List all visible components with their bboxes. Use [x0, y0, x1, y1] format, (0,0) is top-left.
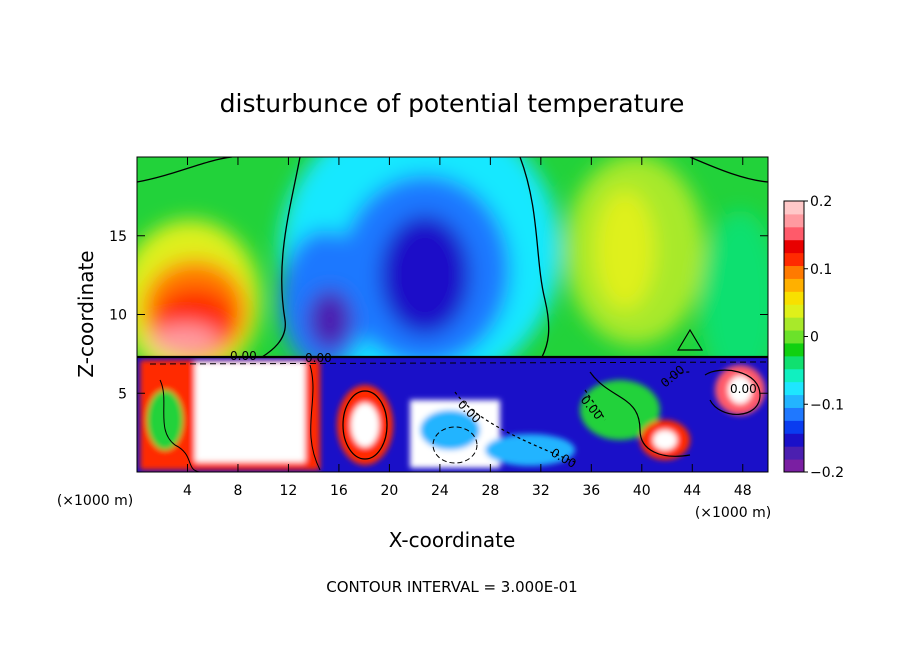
y-tick-label: 10: [109, 308, 127, 324]
x-axis-unit: (×1000 m): [57, 493, 133, 509]
contour-interval-note: CONTOUR INTERVAL = 3.000E-01: [326, 578, 577, 596]
x-tick-label: 8: [233, 483, 242, 499]
contour-label: 0.00: [305, 351, 332, 365]
x-tick-label: 36: [582, 483, 600, 499]
warm-region-left-peak: [150, 324, 220, 356]
x-tick-label: 48: [734, 483, 752, 499]
lower-white-left: [195, 362, 305, 462]
contour-label: 0.00: [230, 349, 257, 363]
colorbar-swatch: [784, 317, 804, 331]
contour-line-right-column: [519, 157, 550, 358]
lower-white-center: [351, 403, 379, 447]
contour-loop-center: [342, 390, 388, 460]
colorbar-swatch: [784, 368, 804, 383]
heatmap-field: 0.00 0.00 0.00 0.00 0.00 0.00 0.00: [137, 157, 768, 472]
lower-white-right: [653, 430, 677, 450]
x-tick-label: 4: [183, 483, 192, 499]
warm-region-right-core: [595, 190, 655, 310]
colorbar-swatch: [784, 278, 804, 292]
colorbar-swatch: [784, 407, 804, 421]
contour-lower-right: [589, 371, 691, 457]
x-tick-label: 32: [532, 483, 550, 499]
contour-small-loop: [676, 328, 704, 351]
neutral-region-right: [700, 210, 768, 390]
chart-title: disturbunce of potential temperature: [220, 89, 685, 118]
colorbar-swatch: [784, 381, 804, 396]
cool-region-left-core: [308, 290, 352, 350]
x-tick-label: 12: [280, 483, 298, 499]
colorbar-swatch: [784, 459, 804, 473]
colorbar-swatch: [784, 265, 804, 279]
contour-dotted-right: [584, 389, 606, 421]
contour-line-left-column: [261, 157, 301, 358]
colorbar-swatch: [784, 433, 804, 447]
lower-white-far-right: [728, 376, 752, 404]
colorbar-tick-label: 0.1: [810, 262, 832, 278]
contour-dotted-far-right: [664, 371, 691, 383]
x-tick-label: 44: [683, 483, 701, 499]
colorbar-ticks: 0.2 0.1 0 −0.1 −0.2: [804, 194, 844, 481]
colorbar-swatch: [784, 420, 804, 434]
colorbar-swatch: [784, 304, 804, 318]
contour-dotted-diagonal: [454, 391, 576, 463]
colorbar-frame: [783, 200, 805, 473]
y-axis-ticks: 5 10 15: [109, 229, 768, 402]
x-tick-label: 24: [431, 483, 449, 499]
y-tick-label: 5: [118, 386, 127, 402]
x-tick-label: 20: [380, 483, 398, 499]
colorbar-swatch: [784, 342, 804, 357]
x-axis-label: X-coordinate: [389, 528, 516, 552]
contour-lower-left: [159, 379, 201, 472]
colorbar-swatch: [784, 330, 804, 344]
colorbar-swatch: [784, 291, 804, 305]
y-tick-label: 15: [109, 229, 127, 245]
lower-cool-band: [485, 434, 575, 466]
contour-lower-far-right: [704, 369, 761, 415]
colorbar-swatch: [784, 226, 804, 241]
contour-loop-mid: [432, 426, 478, 464]
colorbar-tick-label: −0.2: [810, 465, 844, 481]
colorbar-swatch: [784, 239, 804, 254]
contour-line-right: [689, 157, 768, 183]
x-axis-unit-right: (×1000 m): [695, 505, 771, 521]
x-axis-ticks: 4 8 12 16 20 24 28 32 36 40 44 48: [183, 157, 752, 499]
colorbar-swatch: [784, 446, 804, 460]
x-tick-label: 28: [481, 483, 499, 499]
x-tick-label: 40: [633, 483, 651, 499]
cool-region-deep: [380, 215, 470, 335]
colorbar: [784, 201, 804, 473]
colorbar-swatch: [784, 355, 804, 370]
y-axis-label: Z-coordinate: [74, 250, 98, 377]
colorbar-swatch: [784, 201, 804, 215]
contour-interface-dashed: [149, 361, 768, 365]
colorbar-swatch: [784, 252, 804, 267]
x-tick-label: 16: [330, 483, 348, 499]
contour-label: 0.00: [730, 382, 757, 396]
colorbar-tick-label: −0.1: [810, 397, 844, 413]
contour-line-left: [137, 157, 233, 183]
lower-cool-mid: [420, 410, 480, 450]
colorbar-tick-label: 0: [810, 330, 819, 346]
contour-lower-mid: [309, 364, 321, 471]
colorbar-swatch: [784, 213, 804, 228]
lower-cool-left: [147, 390, 183, 450]
colorbar-swatch: [784, 394, 804, 408]
colorbar-tick-label: 0.2: [810, 194, 832, 210]
